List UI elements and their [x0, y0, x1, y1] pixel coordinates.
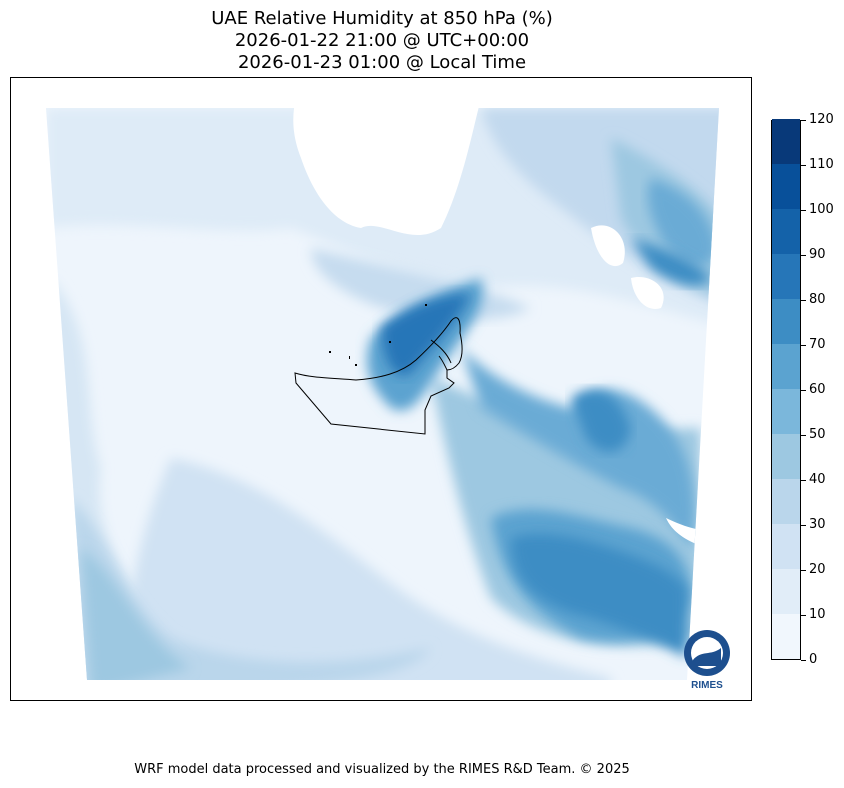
colorbar-segment	[772, 568, 800, 614]
map-frame: RIMES	[10, 77, 752, 701]
colorbar-tick	[801, 164, 806, 166]
colorbar-tick	[801, 614, 806, 616]
colorbar-tick-label: 0	[809, 652, 818, 667]
colorbar-tick-label: 20	[809, 562, 826, 577]
colorbar-tick-label: 60	[809, 382, 826, 397]
colorbar-tick	[801, 254, 806, 256]
colorbar-tick-label: 30	[809, 517, 826, 532]
map-title: UAE Relative Humidity at 850 hPa (%)	[211, 8, 553, 29]
humidity-map: RIMES	[46, 108, 730, 691]
colorbar-segment	[772, 208, 800, 254]
colorbar-segment	[772, 523, 800, 569]
colorbar-tick-label: 80	[809, 292, 826, 307]
colorbar-tick-label: 110	[809, 157, 834, 172]
colorbar-tick	[801, 659, 806, 661]
colorbar-segment	[772, 253, 800, 299]
colorbar-tick	[801, 209, 806, 211]
colorbar-segment	[772, 388, 800, 434]
country-boundary	[294, 317, 463, 435]
colorbar	[771, 118, 801, 660]
colorbar-segment	[772, 433, 800, 479]
map-subtitle-local: 2026-01-23 01:00 @ Local Time	[237, 52, 527, 73]
colorbar-tick	[801, 299, 806, 301]
humidity-field	[46, 108, 719, 680]
map-subtitle-utc: 2026-01-22 21:00 @ UTC+00:00	[234, 30, 530, 51]
colorbar-segment	[772, 118, 800, 164]
islands	[329, 304, 427, 366]
colorbar-tick	[801, 389, 806, 391]
colorbar-tick-label: 100	[809, 202, 834, 217]
colorbar-tick-label: 70	[809, 337, 826, 352]
colorbar-tick	[801, 569, 806, 571]
colorbar-tick-label: 10	[809, 607, 826, 622]
rimes-logo: RIMES	[684, 630, 730, 691]
colorbar-tick-label: 50	[809, 427, 826, 442]
colorbar-tick	[801, 119, 806, 121]
colorbar-tick-label: 120	[809, 112, 834, 127]
colorbar-segment	[772, 343, 800, 389]
footer-credit: WRF model data processed and visualized …	[134, 762, 630, 777]
colorbar-segment	[772, 298, 800, 344]
colorbar-tick	[801, 434, 806, 436]
colorbar-tick-label: 90	[809, 247, 826, 262]
colorbar-segment	[772, 478, 800, 524]
colorbar-tick	[801, 344, 806, 346]
colorbar-tick	[801, 479, 806, 481]
rimes-logo-text: RIMES	[691, 680, 723, 691]
colorbar-tick	[801, 524, 806, 526]
colorbar-segment	[772, 163, 800, 209]
colorbar-segment	[772, 613, 800, 659]
colorbar-tick-label: 40	[809, 472, 826, 487]
